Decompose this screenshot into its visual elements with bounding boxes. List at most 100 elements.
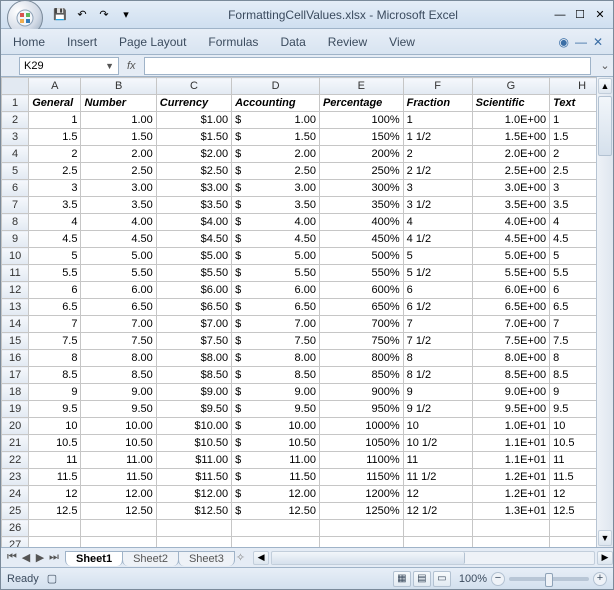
- minimize-button[interactable]: —: [551, 6, 569, 24]
- normal-view-icon[interactable]: ▦: [393, 571, 411, 587]
- cell[interactable]: 1.0E+00: [472, 112, 549, 129]
- cell[interactable]: 300%: [319, 180, 403, 197]
- cell[interactable]: $5.50: [156, 265, 231, 282]
- spreadsheet-grid[interactable]: ABCDEFGH1GeneralNumberCurrencyAccounting…: [1, 77, 596, 547]
- cell[interactable]: 4.50: [232, 231, 320, 248]
- cell[interactable]: 6.00: [81, 282, 156, 299]
- row-header[interactable]: 1: [2, 95, 29, 112]
- cell[interactable]: 5.5: [550, 265, 596, 282]
- cell[interactable]: 2.00: [232, 146, 320, 163]
- cell[interactable]: $9.00: [156, 384, 231, 401]
- cell[interactable]: 5.00: [232, 248, 320, 265]
- row-header[interactable]: 7: [2, 197, 29, 214]
- cell[interactable]: 9.5E+00: [472, 401, 549, 418]
- cell[interactable]: 5.50: [81, 265, 156, 282]
- hscroll-thumb[interactable]: [272, 552, 465, 564]
- formula-bar[interactable]: [144, 57, 591, 75]
- cell[interactable]: 100%: [319, 112, 403, 129]
- cell[interactable]: 4.5E+00: [472, 231, 549, 248]
- cell[interactable]: 1150%: [319, 469, 403, 486]
- cell[interactable]: $11.00: [156, 452, 231, 469]
- cell[interactable]: 3: [550, 180, 596, 197]
- help-icon[interactable]: ◉: [558, 35, 568, 49]
- cell[interactable]: 11 1/2: [403, 469, 472, 486]
- cell[interactable]: 7.5: [29, 333, 81, 350]
- cell[interactable]: 4: [550, 214, 596, 231]
- cell[interactable]: 3.00: [232, 180, 320, 197]
- cell[interactable]: 9.5: [550, 401, 596, 418]
- column-header[interactable]: B: [81, 78, 156, 95]
- maximize-button[interactable]: ☐: [571, 6, 589, 24]
- horizontal-scrollbar[interactable]: ◀ ▶: [253, 551, 613, 565]
- cell[interactable]: 900%: [319, 384, 403, 401]
- cell[interactable]: 2.00: [81, 146, 156, 163]
- cell[interactable]: 1: [29, 112, 81, 129]
- cell[interactable]: 5: [403, 248, 472, 265]
- cell[interactable]: 8.00: [232, 350, 320, 367]
- cell[interactable]: 1.50: [232, 129, 320, 146]
- cell[interactable]: 5.5: [29, 265, 81, 282]
- cell[interactable]: [319, 537, 403, 548]
- cell[interactable]: 5.00: [81, 248, 156, 265]
- ribbon-tab[interactable]: Page Layout: [117, 33, 188, 51]
- cell[interactable]: 1100%: [319, 452, 403, 469]
- cell[interactable]: 2.50: [232, 163, 320, 180]
- sheet-tab[interactable]: Sheet3: [178, 551, 235, 566]
- cell[interactable]: 1: [403, 112, 472, 129]
- cell[interactable]: Accounting: [232, 95, 320, 112]
- cell[interactable]: 11.00: [232, 452, 320, 469]
- cell[interactable]: 8.5: [29, 367, 81, 384]
- cell[interactable]: 250%: [319, 163, 403, 180]
- cell[interactable]: 1.3E+01: [472, 503, 549, 520]
- cell[interactable]: 12: [29, 486, 81, 503]
- cell[interactable]: [156, 520, 231, 537]
- cell[interactable]: $8.00: [156, 350, 231, 367]
- row-header[interactable]: 11: [2, 265, 29, 282]
- sheet-tab[interactable]: Sheet2: [122, 551, 179, 566]
- cell[interactable]: 3: [29, 180, 81, 197]
- cell[interactable]: 12.50: [232, 503, 320, 520]
- cell[interactable]: 10.50: [232, 435, 320, 452]
- cell[interactable]: [29, 520, 81, 537]
- cell[interactable]: 1.1E+01: [472, 435, 549, 452]
- cell[interactable]: 5.5E+00: [472, 265, 549, 282]
- cell[interactable]: 9: [550, 384, 596, 401]
- cell[interactable]: 950%: [319, 401, 403, 418]
- column-header[interactable]: C: [156, 78, 231, 95]
- row-header[interactable]: 23: [2, 469, 29, 486]
- cell[interactable]: [232, 537, 320, 548]
- zoom-slider[interactable]: [509, 577, 589, 581]
- cell[interactable]: 10.5: [29, 435, 81, 452]
- tab-prev-icon[interactable]: ◀: [19, 551, 33, 564]
- cell[interactable]: 1.00: [81, 112, 156, 129]
- cell[interactable]: 800%: [319, 350, 403, 367]
- zoom-in-icon[interactable]: +: [593, 572, 607, 586]
- cell[interactable]: 5: [29, 248, 81, 265]
- cell[interactable]: 200%: [319, 146, 403, 163]
- cell[interactable]: 9.0E+00: [472, 384, 549, 401]
- cell[interactable]: $11.50: [156, 469, 231, 486]
- row-header[interactable]: 26: [2, 520, 29, 537]
- cell[interactable]: 7: [403, 316, 472, 333]
- tab-last-icon[interactable]: ⏭: [47, 551, 61, 564]
- row-header[interactable]: 21: [2, 435, 29, 452]
- row-header[interactable]: 27: [2, 537, 29, 548]
- cell[interactable]: 1200%: [319, 486, 403, 503]
- row-header[interactable]: 8: [2, 214, 29, 231]
- cell[interactable]: 2.0E+00: [472, 146, 549, 163]
- cell[interactable]: 8.00: [81, 350, 156, 367]
- cell[interactable]: 6 1/2: [403, 299, 472, 316]
- cell[interactable]: $5.00: [156, 248, 231, 265]
- cell[interactable]: 4 1/2: [403, 231, 472, 248]
- cell[interactable]: [29, 537, 81, 548]
- row-header[interactable]: 22: [2, 452, 29, 469]
- cell[interactable]: $4.50: [156, 231, 231, 248]
- cell[interactable]: 12.5: [550, 503, 596, 520]
- cell[interactable]: 10.00: [232, 418, 320, 435]
- cell[interactable]: 1050%: [319, 435, 403, 452]
- cell[interactable]: [550, 537, 596, 548]
- cell[interactable]: 1.5: [29, 129, 81, 146]
- cell[interactable]: 6.50: [232, 299, 320, 316]
- cell[interactable]: 12.00: [232, 486, 320, 503]
- scroll-right-icon[interactable]: ▶: [597, 551, 613, 565]
